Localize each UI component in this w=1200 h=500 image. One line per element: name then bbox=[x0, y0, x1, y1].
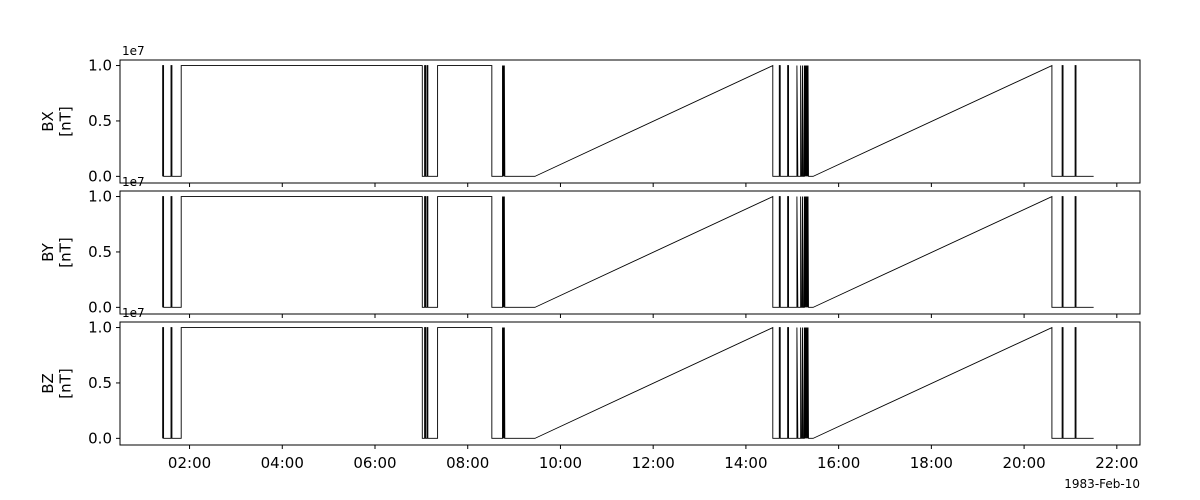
y-tick-label-bx: 0.0 bbox=[88, 167, 112, 185]
x-tick-label: 02:00 bbox=[168, 454, 211, 472]
y-axis-label-by: BY[nT] bbox=[39, 237, 74, 267]
y-tick-label-by: 1.0 bbox=[88, 188, 112, 206]
x-tick-label: 14:00 bbox=[724, 454, 767, 472]
y-axis-label-bz: BZ[nT] bbox=[39, 368, 74, 398]
plot-frame-bz bbox=[119, 321, 1141, 446]
y-tick-label-bz: 0.5 bbox=[88, 374, 112, 392]
y-tick-label-bz: 1.0 bbox=[88, 319, 112, 337]
x-tick-label: 12:00 bbox=[632, 454, 675, 472]
x-tick-label: 18:00 bbox=[910, 454, 953, 472]
x-tick-label: 10:00 bbox=[539, 454, 582, 472]
series-line-by bbox=[162, 195, 1094, 308]
y-tick-label-bx: 0.5 bbox=[88, 112, 112, 130]
y-tick-label-bz: 0.0 bbox=[88, 429, 112, 447]
x-tick-label: 22:00 bbox=[1095, 454, 1138, 472]
x-tick-label: 08:00 bbox=[446, 454, 489, 472]
date-label: 1983-Feb-10 bbox=[1064, 477, 1140, 491]
plot-frame-bx bbox=[119, 59, 1141, 184]
x-tick-label: 16:00 bbox=[817, 454, 860, 472]
y-exponent-label-by: 1e7 bbox=[122, 175, 145, 189]
series-line-bz bbox=[162, 326, 1094, 439]
y-tick-label-by: 0.0 bbox=[88, 298, 112, 316]
x-tick-label: 20:00 bbox=[1002, 454, 1045, 472]
panel-bz: 0.0 0.5 1.0 1e7 BZ[nT] bbox=[39, 306, 1141, 449]
y-tick-label-bx: 1.0 bbox=[88, 57, 112, 75]
y-tick-label-by: 0.5 bbox=[88, 243, 112, 261]
x-tick-label: 04:00 bbox=[261, 454, 304, 472]
panel-bx: 0.0 0.5 1.0 1e7 BX[nT] bbox=[39, 44, 1141, 187]
x-tick-label: 06:00 bbox=[353, 454, 396, 472]
panel-by: 0.0 0.5 1.0 1e7 BY[nT] bbox=[39, 175, 1141, 318]
y-axis-label-bx: BX[nT] bbox=[39, 106, 74, 136]
y-exponent-label-bz: 1e7 bbox=[122, 306, 145, 320]
series-line-bx bbox=[162, 64, 1094, 177]
y-exponent-label-bx: 1e7 bbox=[122, 44, 145, 58]
plot-frame-by bbox=[119, 190, 1141, 315]
